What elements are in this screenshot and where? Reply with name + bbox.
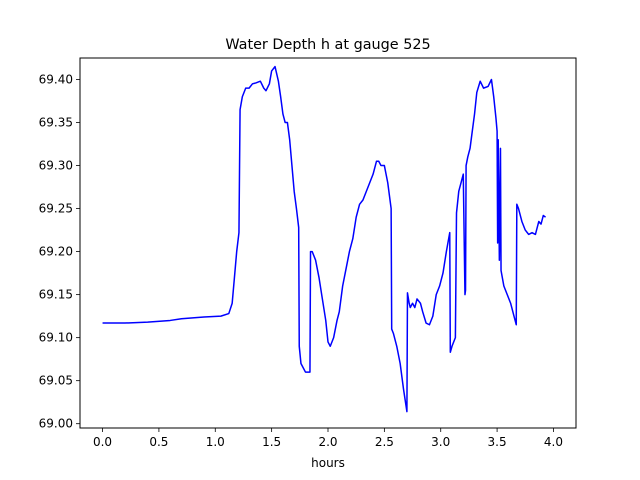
plot-area [80, 58, 576, 428]
y-tick-label: 69.00 [39, 417, 73, 431]
x-tick-label: 4.0 [544, 435, 563, 449]
y-tick-label: 69.20 [39, 245, 73, 259]
x-tick-label: 2.0 [318, 435, 337, 449]
x-tick-label: 2.5 [375, 435, 394, 449]
plot-frame [79, 57, 577, 429]
x-axis-label: hours [311, 456, 345, 470]
y-tick-label: 69.40 [39, 73, 73, 87]
x-tick-label: 1.5 [262, 435, 281, 449]
x-tick-label: 1.0 [206, 435, 225, 449]
x-axis-ticks: 0.0 0.5 1.0 1.5 2.0 2.5 3.0 3.5 4.0 [93, 428, 563, 449]
data-layer [102, 65, 547, 413]
x-tick-label: 3.5 [488, 435, 507, 449]
x-tick-label: 0.0 [93, 435, 112, 449]
y-axis-ticks: 69.00 69.05 69.10 69.15 69.20 69.25 69.30 69.35… [39, 73, 80, 431]
y-tick-label: 69.30 [39, 159, 73, 173]
y-tick-label: 69.15 [39, 288, 73, 302]
x-tick-label: 0.5 [149, 435, 168, 449]
series-line-0 [102, 65, 547, 413]
y-tick-label: 69.25 [39, 202, 73, 216]
y-tick-label: 69.10 [39, 331, 73, 345]
chart-title: Water Depth h at gauge 525 [225, 37, 430, 53]
x-tick-label: 3.0 [431, 435, 450, 449]
y-tick-label: 69.05 [39, 374, 73, 388]
y-tick-label: 69.35 [39, 116, 73, 130]
